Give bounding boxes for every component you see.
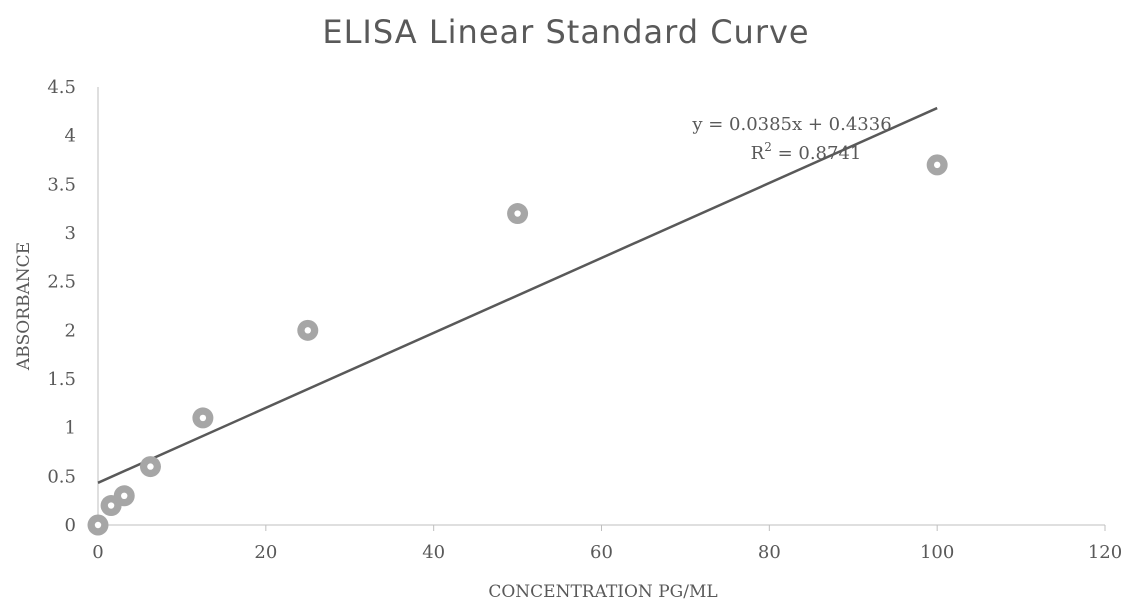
data-point bbox=[87, 514, 109, 536]
r-squared-prefix: R bbox=[751, 143, 765, 164]
y-tick-label: 2.5 bbox=[47, 272, 76, 293]
data-point bbox=[139, 456, 161, 478]
data-points bbox=[87, 154, 948, 536]
data-point bbox=[297, 319, 319, 341]
data-point bbox=[113, 485, 135, 507]
y-tick-label: 4.5 bbox=[47, 77, 76, 98]
data-point-center bbox=[933, 161, 941, 169]
r-squared-exponent: 2 bbox=[764, 140, 772, 154]
y-tick-label: 1.5 bbox=[47, 369, 76, 390]
y-tick-label: 1 bbox=[65, 418, 76, 439]
chart-title: ELISA Linear Standard Curve bbox=[322, 13, 809, 51]
x-tick-label: 60 bbox=[590, 542, 613, 563]
y-tick-label: 2 bbox=[65, 320, 76, 341]
y-tick-label: 0 bbox=[65, 515, 76, 536]
data-point-center bbox=[121, 492, 128, 499]
y-tick-label: 4 bbox=[65, 126, 76, 147]
data-point bbox=[507, 203, 529, 225]
data-point-center bbox=[199, 414, 207, 422]
x-axis-tick-labels: 0 20 40 60 80 100 120 bbox=[92, 542, 1122, 563]
data-point bbox=[192, 407, 214, 429]
data-point-center bbox=[107, 502, 115, 509]
x-tick-label: 20 bbox=[254, 542, 277, 563]
data-point-center bbox=[147, 463, 154, 470]
x-tick-label: 0 bbox=[92, 542, 103, 563]
data-point bbox=[926, 154, 948, 176]
y-tick-label: 3 bbox=[65, 223, 76, 244]
data-point-center bbox=[304, 327, 311, 334]
y-tick-label: 0.5 bbox=[47, 466, 76, 487]
y-tick-label: 3.5 bbox=[47, 174, 76, 195]
x-tick-label: 80 bbox=[758, 542, 781, 563]
trendline bbox=[97, 106, 938, 484]
x-tick-label: 40 bbox=[422, 542, 445, 563]
data-point-center bbox=[514, 210, 521, 217]
r-squared-value: = 0.8741 bbox=[772, 143, 862, 164]
x-axis-title: CONCENTRATION PG/ML bbox=[488, 582, 717, 602]
x-tick-label: 100 bbox=[920, 542, 954, 563]
data-point-center bbox=[94, 521, 102, 529]
trendline-group bbox=[97, 106, 938, 484]
y-axis-title: ABSORBANCE bbox=[14, 242, 34, 371]
x-tick-label: 120 bbox=[1088, 542, 1122, 563]
r-squared-label: R2 = 0.8741 bbox=[751, 140, 862, 164]
axes bbox=[97, 87, 1106, 531]
y-axis-tick-labels: 0 0.5 1 1.5 2 2.5 3 3.5 4 4.5 bbox=[47, 77, 76, 536]
trendline-equation: y = 0.0385x + 0.4336 bbox=[691, 114, 891, 135]
